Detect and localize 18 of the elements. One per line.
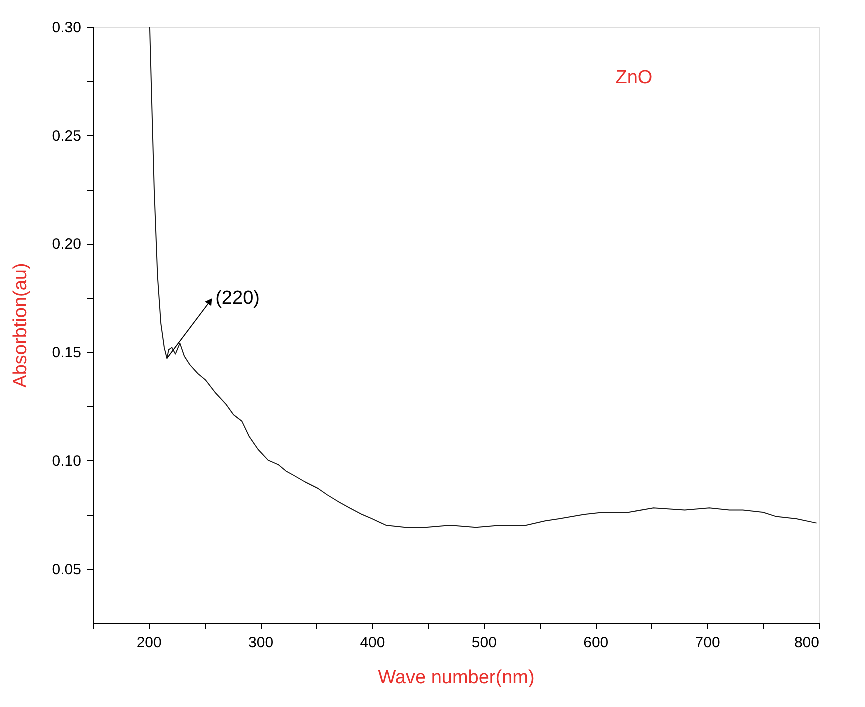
y-tick-label: 0.30 — [52, 20, 82, 36]
x-tick-label: 700 — [695, 634, 720, 652]
x-axis-title: Wave number(nm) — [378, 668, 535, 688]
x-tick-label: 600 — [584, 634, 609, 652]
x-tick-label: 800 — [794, 634, 820, 652]
x-tick-label: 500 — [472, 634, 497, 652]
y-tick-label: 0.25 — [52, 128, 82, 145]
y-axis-title: Absorbtion(au) — [10, 263, 32, 388]
y-tick-label: 0.20 — [52, 236, 82, 254]
x-tick-label: 200 — [136, 634, 162, 652]
line-series — [149, 26, 818, 528]
y-tick-label: 0.05 — [52, 561, 82, 578]
annotation: ZnO — [616, 68, 653, 89]
y-tick-label: 0.10 — [52, 452, 82, 470]
x-tick-label: 300 — [248, 634, 274, 652]
x-tick-label: 400 — [360, 634, 386, 652]
y-tick-label: 0.15 — [52, 344, 82, 362]
annotation: (220) — [216, 288, 260, 310]
